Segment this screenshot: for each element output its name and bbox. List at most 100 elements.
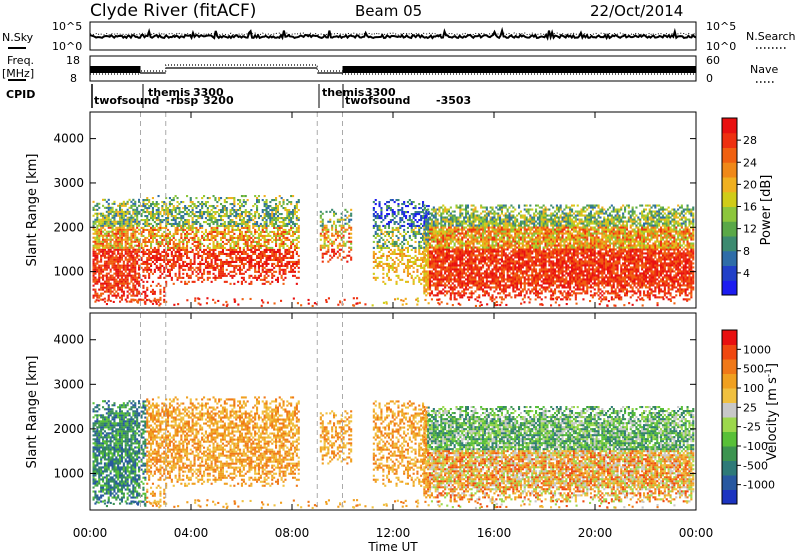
range-cell	[425, 236, 428, 239]
range-cell	[267, 217, 270, 220]
range-cell	[172, 232, 175, 235]
range-cell	[184, 207, 187, 210]
range-cell	[470, 220, 473, 223]
range-cell	[231, 252, 234, 255]
range-cell	[212, 211, 215, 214]
range-cell	[384, 242, 387, 245]
range-cell	[148, 252, 151, 255]
range-cell	[240, 252, 243, 255]
range-cell	[178, 274, 181, 277]
range-cell	[416, 268, 419, 271]
range-cell	[427, 234, 430, 237]
range-cell	[117, 244, 120, 247]
range-cell	[231, 236, 234, 239]
range-cell	[103, 240, 106, 243]
range-cell	[483, 282, 486, 285]
range-cell	[376, 217, 379, 220]
range-cell	[148, 274, 151, 277]
range-cell	[252, 252, 255, 255]
range-cell	[172, 258, 175, 261]
range-cell	[292, 215, 295, 218]
range-cell	[107, 220, 110, 223]
range-cell	[193, 238, 196, 241]
range-cell	[242, 272, 245, 275]
range-cell	[242, 234, 245, 237]
range-cell	[440, 260, 443, 263]
range-cell	[119, 288, 122, 291]
range-cell	[167, 221, 170, 224]
range-cell	[111, 278, 114, 281]
range-cell	[134, 240, 137, 243]
range-cell	[155, 222, 158, 225]
range-cell	[334, 226, 337, 229]
range-cell	[105, 232, 108, 235]
range-cell	[103, 286, 106, 289]
range-cell	[468, 214, 471, 217]
range-cell	[240, 232, 243, 235]
range-cell	[423, 222, 426, 225]
range-cell	[259, 234, 262, 237]
range-cell	[449, 240, 452, 243]
range-cell	[468, 258, 471, 261]
range-cell	[212, 215, 215, 218]
range-cell	[410, 219, 413, 222]
range-cell	[436, 238, 439, 241]
range-cell	[102, 240, 105, 243]
range-cell	[220, 262, 223, 265]
range-cell	[172, 217, 175, 220]
range-cell	[117, 292, 120, 295]
range-cell	[100, 230, 103, 233]
range-cell	[120, 238, 123, 241]
range-cell	[212, 242, 215, 245]
range-cell	[434, 282, 437, 285]
range-cell	[451, 260, 454, 263]
range-cell	[148, 224, 151, 227]
range-cell	[449, 272, 452, 275]
range-cell	[92, 224, 95, 227]
range-cell	[130, 250, 133, 253]
range-cell	[148, 228, 151, 231]
range-cell	[221, 272, 224, 275]
range-cell	[418, 228, 421, 231]
range-cell	[94, 250, 97, 253]
range-cell	[150, 232, 153, 235]
range-cell	[229, 211, 232, 214]
range-cell	[208, 238, 211, 241]
range-cell	[295, 230, 298, 233]
range-cell	[124, 282, 127, 285]
range-cell	[422, 209, 425, 212]
range-cell	[292, 226, 295, 229]
range-cell	[120, 272, 123, 275]
range-cell	[455, 270, 458, 273]
range-cell	[193, 280, 196, 283]
range-cell	[153, 258, 156, 261]
range-cell	[244, 252, 247, 255]
range-cell	[463, 228, 466, 231]
range-cell	[449, 236, 452, 239]
range-cell	[282, 203, 285, 206]
range-cell	[387, 250, 390, 253]
range-cell	[321, 220, 324, 223]
range-cell	[237, 242, 240, 245]
range-cell	[221, 270, 224, 273]
range-cell	[485, 240, 488, 243]
range-cell	[244, 256, 247, 259]
range-cell	[427, 220, 430, 223]
range-cell	[103, 220, 106, 223]
range-cell	[98, 234, 101, 237]
range-cell	[109, 238, 112, 241]
range-cell	[290, 264, 293, 267]
range-cell	[280, 205, 283, 208]
range-cell	[197, 215, 200, 218]
range-cell	[231, 207, 234, 210]
range-cell	[107, 286, 110, 289]
range-cell	[472, 270, 475, 273]
range-cell	[103, 290, 106, 293]
range-cell	[191, 207, 194, 210]
range-cell	[378, 217, 381, 220]
range-cell	[148, 240, 151, 243]
range-cell	[180, 246, 183, 249]
range-cell	[269, 282, 272, 285]
range-cell	[124, 224, 127, 227]
range-cell	[491, 270, 494, 273]
